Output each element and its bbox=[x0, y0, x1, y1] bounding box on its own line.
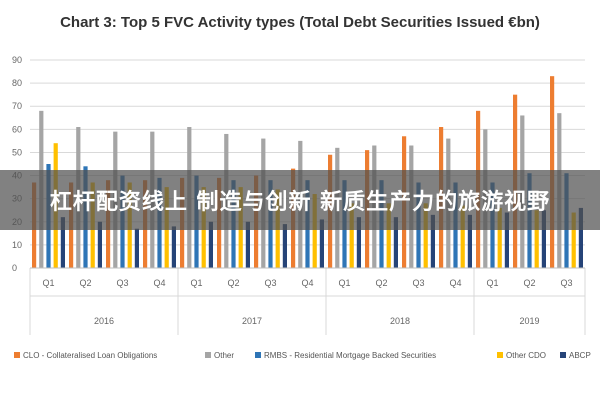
bar bbox=[430, 214, 435, 268]
bar bbox=[349, 203, 354, 268]
bar bbox=[571, 212, 576, 268]
bar bbox=[245, 221, 250, 268]
bar bbox=[541, 210, 546, 268]
x-category-label: Q4 bbox=[449, 278, 461, 288]
x-year-label: 2016 bbox=[94, 316, 114, 326]
x-category-label: Q2 bbox=[227, 278, 239, 288]
bar bbox=[319, 219, 324, 268]
x-category-label: Q4 bbox=[153, 278, 165, 288]
x-year-label: 2017 bbox=[242, 316, 262, 326]
legend-label: Other CDO bbox=[506, 351, 546, 360]
x-category-label: Q2 bbox=[523, 278, 535, 288]
overlay-text: 杠杆配资线上 制造与创新 新质生产力的旅游视野 bbox=[49, 190, 551, 215]
bar bbox=[134, 228, 139, 268]
bar bbox=[97, 221, 102, 268]
y-tick-label: 10 bbox=[12, 240, 22, 250]
bar bbox=[497, 207, 502, 268]
x-year-label: 2018 bbox=[390, 316, 410, 326]
y-axis: 0102030405060708090 bbox=[12, 55, 22, 273]
x-category-label: Q1 bbox=[338, 278, 350, 288]
y-tick-label: 90 bbox=[12, 55, 22, 65]
bar bbox=[282, 224, 287, 268]
bar bbox=[393, 217, 398, 268]
x-category-label: Q3 bbox=[560, 278, 572, 288]
y-tick-label: 50 bbox=[12, 147, 22, 157]
bar bbox=[386, 203, 391, 268]
bar bbox=[60, 217, 65, 268]
overlay-banner: 杠杆配资线上 制造与创新 新质生产力的旅游视野 bbox=[0, 170, 600, 230]
x-category-label: Q1 bbox=[42, 278, 54, 288]
x-axis-categories: Q1 Q2 Q3 Q4 Q1 Q2 Q3 Q4 Q1 Q2 Q3 Q4 Q1 Q2 Q3 bbox=[42, 278, 572, 288]
legend-label: Other bbox=[214, 351, 234, 360]
legend-swatch bbox=[14, 352, 20, 358]
legend-swatch bbox=[205, 352, 211, 358]
x-category-label: Q2 bbox=[79, 278, 91, 288]
bar bbox=[534, 210, 539, 268]
bar bbox=[208, 221, 213, 268]
x-year-label: 2019 bbox=[519, 316, 539, 326]
x-category-label: Q4 bbox=[301, 278, 313, 288]
y-tick-label: 80 bbox=[12, 78, 22, 88]
x-category-label: Q2 bbox=[375, 278, 387, 288]
chart-title: Chart 3: Top 5 FVC Activity types (Total… bbox=[60, 14, 540, 31]
x-category-label: Q3 bbox=[116, 278, 128, 288]
legend-swatch bbox=[497, 352, 503, 358]
legend-swatch bbox=[560, 352, 566, 358]
x-category-label: Q1 bbox=[190, 278, 202, 288]
y-tick-label: 0 bbox=[12, 263, 17, 273]
legend: CLO - Collateralised Loan Obligations Oth… bbox=[14, 351, 591, 360]
y-tick-label: 60 bbox=[12, 124, 22, 134]
x-axis-years: 2016 2017 2018 2019 bbox=[29, 267, 586, 335]
x-category-label: Q3 bbox=[264, 278, 276, 288]
bar bbox=[467, 214, 472, 268]
legend-label: CLO - Collateralised Loan Obligations bbox=[23, 351, 157, 360]
y-tick-label: 70 bbox=[12, 101, 22, 111]
legend-swatch bbox=[255, 352, 261, 358]
bar bbox=[460, 205, 465, 268]
x-category-label: Q1 bbox=[486, 278, 498, 288]
x-category-label: Q3 bbox=[412, 278, 424, 288]
bar bbox=[356, 217, 361, 268]
bar bbox=[578, 207, 583, 268]
legend-label: RMBS - Residential Mortgage Backed Secur… bbox=[264, 351, 436, 360]
bar bbox=[423, 203, 428, 268]
bar bbox=[504, 212, 509, 268]
bar bbox=[312, 194, 317, 268]
bar bbox=[171, 226, 176, 268]
legend-label: ABCP bbox=[569, 351, 591, 360]
